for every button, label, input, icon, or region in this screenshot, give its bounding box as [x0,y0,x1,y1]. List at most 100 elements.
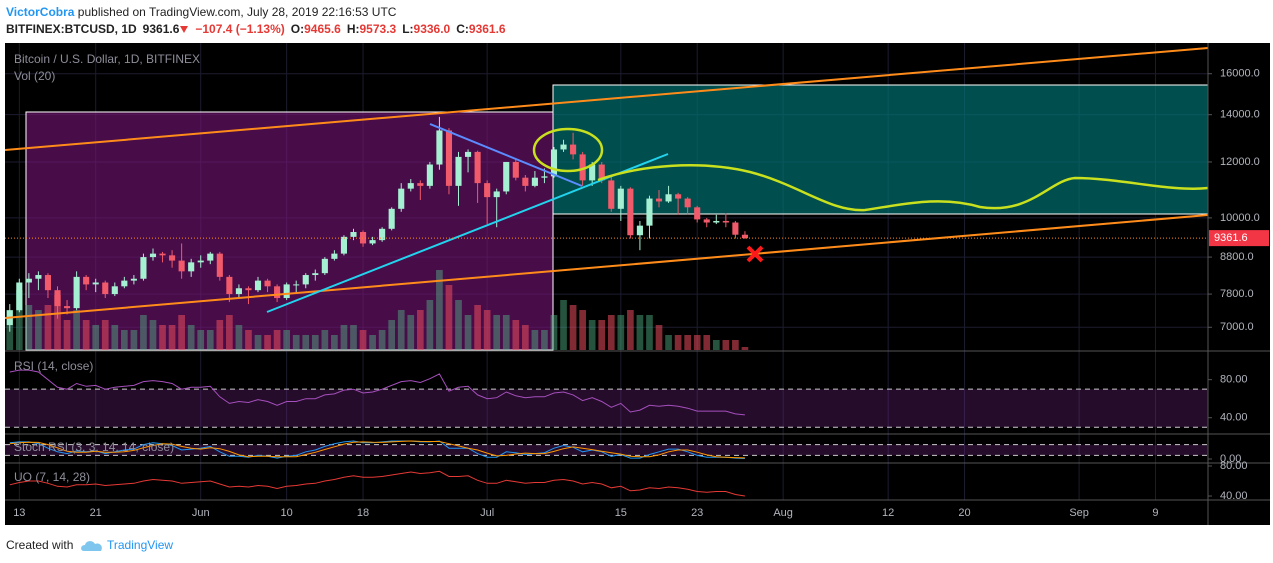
volume-bar [178,315,185,350]
candle-body [283,284,290,299]
volume-bar [455,300,462,350]
target-x [746,245,764,263]
volume-bar [350,325,357,350]
candle-body [617,188,624,209]
x-tick-label: 15 [615,507,627,519]
candle-body [293,284,300,286]
x-tick-label: 20 [958,507,970,519]
volume-bar [407,315,415,350]
volume-bar [598,320,606,350]
volume-bar [588,320,596,350]
candle-body [254,280,262,291]
candle-body [245,288,252,291]
candle-body [235,288,242,295]
candle-body [646,198,653,226]
volume-bar [712,340,720,350]
y-tick-label: 0.00 [1220,453,1241,465]
volume-bar [426,300,434,350]
candle-body [445,130,453,186]
candle-body [722,220,729,223]
volume-bar [311,335,319,350]
candle-body [102,282,109,295]
volume-bar [292,335,300,350]
volume-bar [607,315,615,350]
candle-body [417,183,424,186]
volume-bar [92,325,100,350]
volume-bar [512,320,520,350]
l-label: L: [402,22,413,36]
candle-body [140,257,147,279]
down-trendline [429,123,583,187]
volume-bar [579,310,586,350]
candle-body [550,149,558,177]
y-tick-label: 40.00 [1220,412,1248,424]
y-tick-label: 10000.0 [1220,212,1260,224]
created-with: Created with [6,538,73,552]
candle-body [73,276,80,309]
symbol: BITFINEX:BTCUSD, 1D [6,22,137,36]
volume-bar [732,340,739,350]
volume-bar [226,315,233,350]
x-tick-label: Jun [192,507,210,519]
candle-body [655,198,663,202]
brand[interactable]: TradingView [107,538,173,552]
x-tick-label: 21 [90,507,102,519]
y-tick-label: 16000.0 [1220,68,1260,80]
volume-bar [63,320,71,350]
volume-bar [44,305,52,350]
o-label: O: [291,22,304,36]
candle-body [188,262,195,272]
candle-body [713,220,720,223]
volume-bar [693,335,701,350]
projection-curve [597,164,1209,212]
candle-body [636,225,643,236]
candle-body [455,156,462,186]
volume-bar [416,310,424,350]
o: 9465.6 [304,22,341,36]
volume-bar [550,315,558,350]
y-tick-label: 7000.0 [1220,321,1254,333]
volume-bar [369,335,376,350]
volume-bar [206,330,214,350]
candle-body [369,240,376,244]
y-tick-label: 7800.0 [1220,288,1254,300]
indicators [5,369,1212,497]
l: 9336.0 [414,22,451,36]
candle-body [570,144,577,155]
candle-body [216,253,223,277]
volume-bar [522,325,529,350]
down-arrow [180,26,188,33]
volume-bar [216,320,224,350]
volume-bar [254,335,262,350]
volume-bar [378,330,386,350]
candle-body [398,188,405,209]
volume-bar [121,330,128,350]
volume-bar [665,335,672,350]
highlight-ellipse [532,127,604,173]
x-tick-label: 9 [1152,507,1158,519]
y-tick-label: 40.00 [1220,490,1248,502]
candle-body [627,188,634,236]
h: 9573.3 [360,22,397,36]
lower-channel [4,214,1209,319]
candle-body [83,276,90,285]
volume-bar [436,270,443,350]
candle-body [25,278,32,283]
teal-box [552,84,1209,215]
volume-bar [445,285,453,350]
volume-bar [493,315,501,350]
candle-body [684,198,691,208]
candle-body [54,290,61,307]
volume-bar [359,330,367,350]
stoch-label: Stoch RSI (3, 3, 14, 14, close) [14,440,174,454]
volume-bar [627,310,634,350]
volume-bar [321,330,329,350]
x-tick-label: Sep [1069,507,1089,519]
author[interactable]: VictorCobra [6,5,75,19]
volume-bar [655,325,663,350]
volume-bar [464,315,472,350]
volume-bar [101,320,109,350]
volume-bar [646,315,653,350]
volume-bar [684,335,691,350]
